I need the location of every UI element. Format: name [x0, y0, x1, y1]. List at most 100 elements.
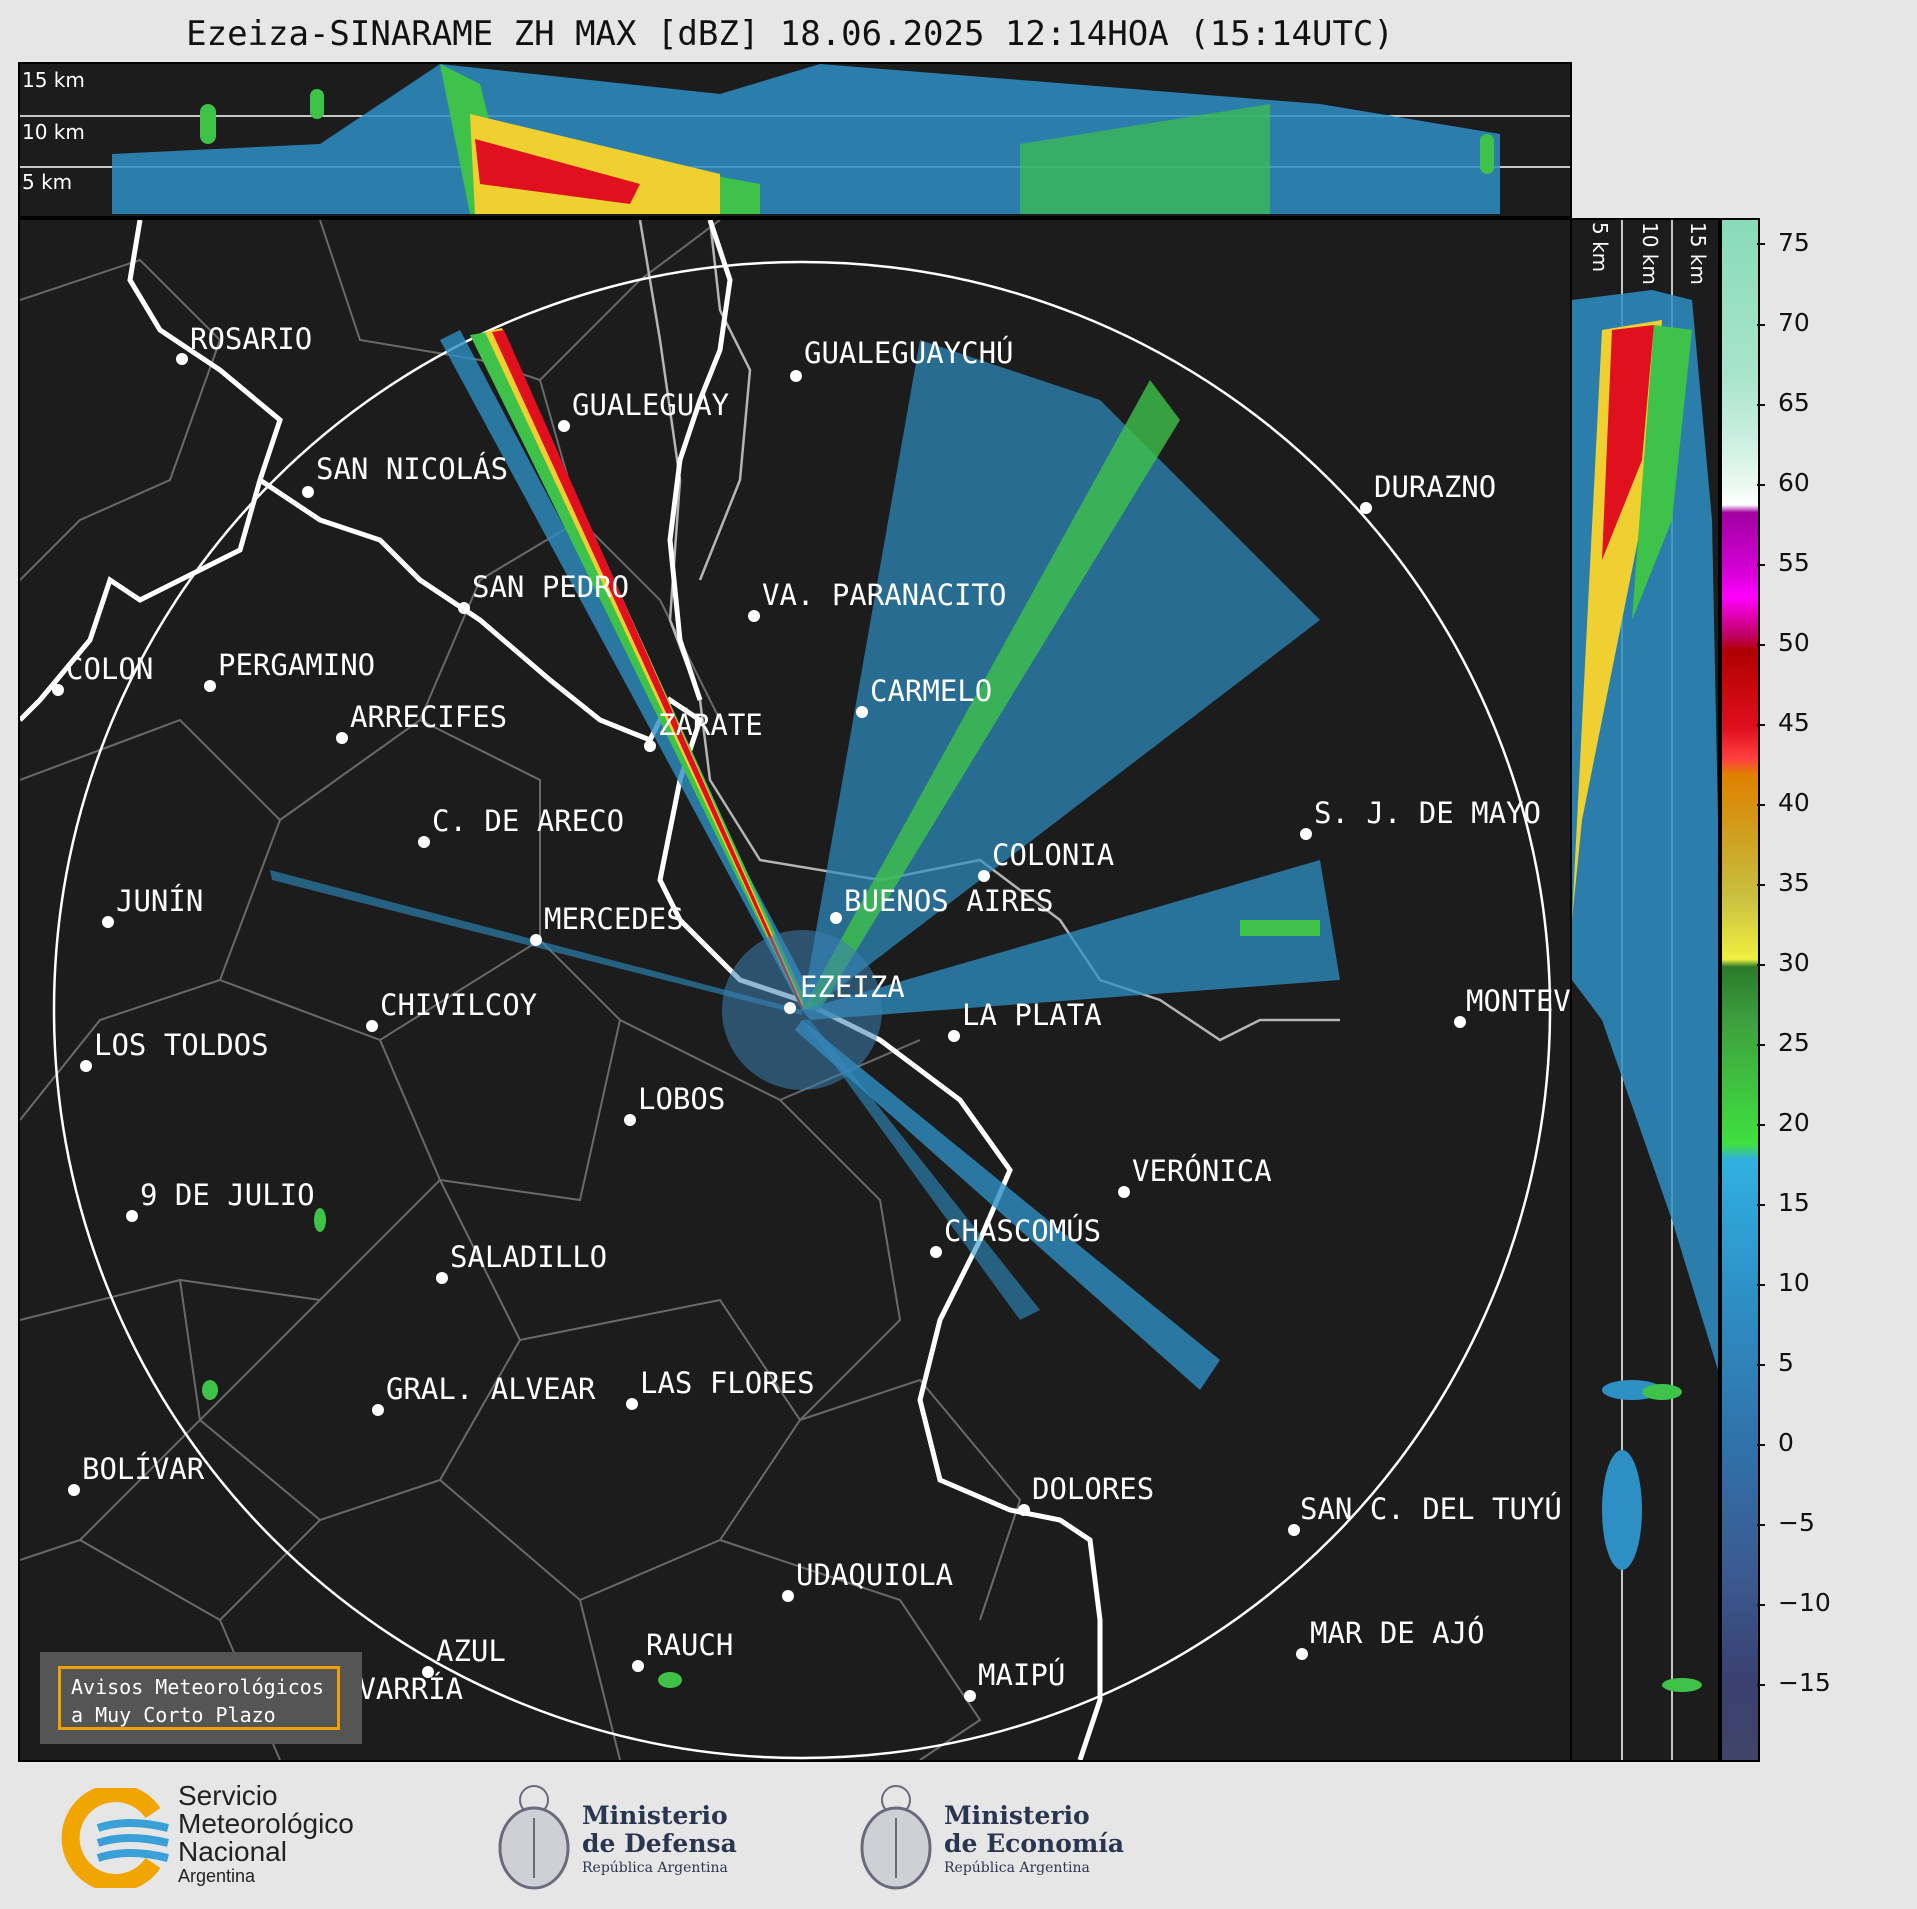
side-cross-section: 5 km 10 km 15 km	[1570, 218, 1720, 1762]
city-label-san-pedro: SAN PEDRO	[472, 570, 630, 604]
side-height-label-15km: 15 km	[1686, 222, 1710, 285]
economia-line2: de Economía	[944, 1829, 1125, 1858]
aviso-link[interactable]: Avisos Meteorológicos a Muy Corto Plazo	[58, 1666, 340, 1730]
economia-line3: República Argentina	[944, 1860, 1090, 1876]
city-dot-veronica	[1118, 1186, 1130, 1198]
city-label-la-plata: LA PLATA	[962, 998, 1102, 1032]
colorbar-tick-65: 65	[1778, 388, 1810, 417]
plot-title: Ezeiza-SINARAME ZH MAX [dBZ] 18.06.2025 …	[186, 14, 1394, 54]
city-dot-la-plata	[948, 1030, 960, 1042]
city-label-chivilcoy: CHIVILCOY	[380, 988, 538, 1022]
aviso-line2: a Muy Corto Plazo	[71, 1703, 276, 1727]
smn-line4: Argentina	[178, 1866, 256, 1886]
defensa-line3: República Argentina	[582, 1860, 728, 1876]
city-label-c-de-areco: C. DE ARECO	[432, 804, 625, 838]
city-dot-zarate	[644, 740, 656, 752]
city-label-udaquiola: UDAQUIOLA	[796, 1558, 954, 1592]
city-dot-san-c-del-tuyu	[1288, 1524, 1300, 1536]
colorbar-tick-75: 75	[1778, 228, 1810, 257]
city-dot-gral-alvear	[372, 1404, 384, 1416]
city-dot-durazno	[1360, 502, 1372, 514]
colorbar-tick-60: 60	[1778, 468, 1810, 497]
colorbar-tick-25: 25	[1778, 1028, 1810, 1057]
city-label-va-paranacito: VA. PARANACITO	[762, 578, 1007, 612]
city-label-junin: JUNÍN	[116, 884, 204, 918]
city-dot-rosario	[176, 353, 188, 365]
colorbar-tickmark-60	[1757, 484, 1765, 486]
city-dot-saladillo	[436, 1272, 448, 1284]
colorbar-tick-minus10: −10	[1778, 1588, 1831, 1617]
colorbar-tickmark-40	[1757, 804, 1765, 806]
defensa-seal	[498, 1785, 570, 1890]
colorbar-tickmark-20	[1757, 1124, 1765, 1126]
city-dot-las-flores	[626, 1398, 638, 1410]
colorbar-tickmark-minus15	[1757, 1684, 1765, 1686]
colorbar-tick-minus15: −15	[1778, 1668, 1831, 1697]
colorbar-tick-45: 45	[1778, 708, 1810, 737]
colorbar-tick-50: 50	[1778, 628, 1810, 657]
city-dot-pergamino	[204, 680, 216, 692]
city-dot-dolores	[1018, 1504, 1030, 1516]
colorbar-tick-35: 35	[1778, 868, 1810, 897]
colorbar-tick-40: 40	[1778, 788, 1810, 817]
city-dot-montevideo	[1454, 1016, 1466, 1028]
colorbar-tickmark-55	[1757, 564, 1765, 566]
city-dot-los-toldos	[80, 1060, 92, 1072]
city-label-los-toldos: LOS TOLDOS	[94, 1028, 269, 1062]
colorbar-tickmark-35	[1757, 884, 1765, 886]
height-label-5km: 5 km	[22, 170, 73, 194]
smn-logo	[58, 1784, 178, 1892]
city-dot-va-paranacito	[748, 610, 760, 622]
city-dot-c-de-areco	[418, 836, 430, 848]
top-section-echoes	[20, 64, 1570, 214]
city-label-zarate: ZÁRATE	[658, 708, 763, 742]
city-label-saladillo: SALADILLO	[450, 1240, 608, 1274]
colorbar-tick-70: 70	[1778, 308, 1810, 337]
colorbar-tick-5: 5	[1778, 1348, 1794, 1377]
city-label-las-flores: LAS FLORES	[640, 1366, 815, 1400]
city-label-rosario: ROSARIO	[190, 322, 313, 356]
colorbar-tick-minus5: −5	[1778, 1508, 1815, 1537]
city-label-azul: AZUL	[436, 1634, 506, 1668]
city-dot-mar-de-ajo	[1296, 1648, 1308, 1660]
economia-text: Ministerio de Economía República Argenti…	[944, 1802, 1124, 1878]
range-ring	[52, 260, 1552, 1760]
city-dot-rauch	[632, 1660, 644, 1672]
colorbar-tick-55: 55	[1778, 548, 1810, 577]
side-height-label-10km: 10 km	[1638, 222, 1662, 285]
colorbar-tickmark-25	[1757, 1044, 1765, 1046]
city-label-gualeguay: GUALEGUAY	[572, 388, 730, 422]
city-label-san-c-del-tuyu: SAN C. DEL TUYÚ	[1300, 1492, 1562, 1526]
city-label-lobos: LOBOS	[638, 1082, 726, 1116]
colorbar-tick-0: 0	[1778, 1428, 1794, 1457]
colorbar-tickmark-45	[1757, 724, 1765, 726]
colorbar-tick-30: 30	[1778, 948, 1810, 977]
city-dot-colonia	[978, 870, 990, 882]
colorbar-tickmark-minus5	[1757, 1524, 1765, 1526]
defensa-line1: Ministerio	[582, 1801, 728, 1830]
city-dot-ezeiza	[784, 1002, 796, 1014]
city-dot-junin	[102, 916, 114, 928]
smn-line2: Meteorológico	[178, 1808, 354, 1839]
smn-line3: Nacional	[178, 1836, 287, 1867]
city-dot-san-pedro	[458, 602, 470, 614]
city-label-colon: COLON	[66, 652, 154, 686]
city-label-ezeiza: EZEIZA	[800, 970, 905, 1004]
city-label-arrecifes: ARRECIFES	[350, 700, 508, 734]
city-dot-san-nicolas	[302, 486, 314, 498]
city-label-rauch: RAUCH	[646, 1628, 734, 1662]
colorbar-tickmark-0	[1757, 1444, 1765, 1446]
reflectivity-colorbar	[1720, 218, 1760, 1762]
radar-map-graphics	[20, 220, 1552, 1760]
smn-line1: Servicio	[178, 1780, 278, 1811]
city-label-colonia: COLONIA	[992, 838, 1115, 872]
city-label-buenos-aires: BUENOS AIRES	[844, 884, 1054, 918]
colorbar-tickmark-10	[1757, 1284, 1765, 1286]
city-label-bolivar: BOLÍVAR	[82, 1452, 205, 1486]
colorbar-tick-20: 20	[1778, 1108, 1810, 1137]
aviso-box[interactable]: Avisos Meteorológicos a Muy Corto Plazo	[40, 1652, 362, 1744]
colorbar-tickmark-15	[1757, 1204, 1765, 1206]
economia-seal-icon	[856, 1778, 936, 1897]
city-label-san-nicolas: SAN NICOLÁS	[316, 452, 509, 486]
smn-text: Servicio Meteorológico Nacional Argentin…	[178, 1780, 354, 1887]
